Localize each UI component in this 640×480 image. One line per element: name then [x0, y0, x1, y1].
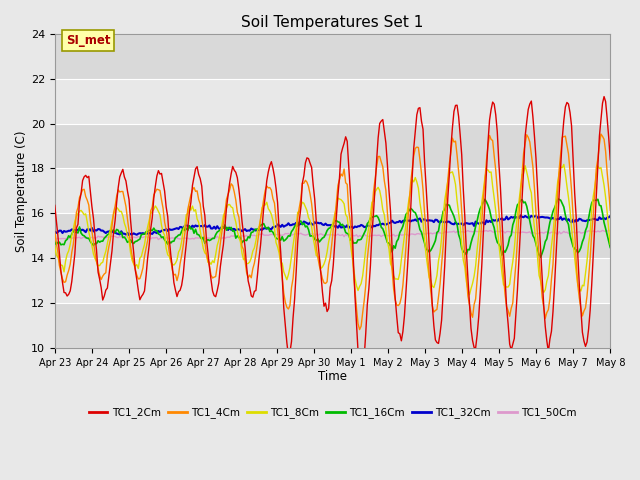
Bar [55, 124, 611, 168]
Bar [55, 34, 611, 79]
Text: SI_met: SI_met [66, 34, 110, 47]
Bar [55, 303, 611, 348]
Bar [55, 213, 611, 258]
Y-axis label: Soil Temperature (C): Soil Temperature (C) [15, 130, 28, 252]
Legend: TC1_2Cm, TC1_4Cm, TC1_8Cm, TC1_16Cm, TC1_32Cm, TC1_50Cm: TC1_2Cm, TC1_4Cm, TC1_8Cm, TC1_16Cm, TC1… [84, 403, 580, 422]
Title: Soil Temperatures Set 1: Soil Temperatures Set 1 [241, 15, 424, 30]
X-axis label: Time: Time [318, 370, 347, 384]
